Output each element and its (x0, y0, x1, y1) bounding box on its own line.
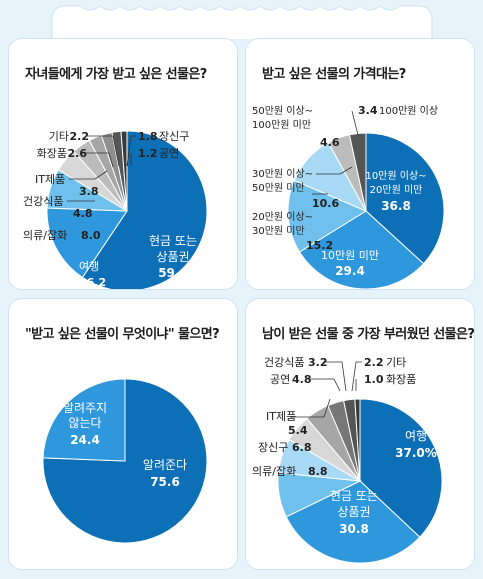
slice-label: 장신구 (258, 441, 288, 454)
pie-slice (287, 179, 368, 253)
slice-value: 4.6 (320, 136, 340, 149)
slice-label: 않는다 (68, 416, 101, 430)
slice-label: 화장품 (386, 373, 416, 386)
slice-label: 기타 (49, 130, 69, 143)
slice-label: 장신구 (159, 130, 189, 143)
slice-label: 알려준다 (143, 458, 187, 472)
leader-line (333, 378, 341, 392)
chart-title: 받고 싶은 선물의 가격대는? (262, 67, 406, 82)
pie-slice (46, 207, 128, 279)
slice-label: 20만원 이상~ (252, 211, 313, 223)
slice-label: 여행 (405, 428, 427, 443)
slice-label: 현금 또는 (149, 234, 197, 248)
slice-value: 5.4 (288, 424, 308, 437)
slice-value: 4.8 (73, 207, 93, 220)
slice-label: 화장품 (37, 147, 67, 160)
slice-value: 30.8 (339, 522, 369, 536)
slice-label: 공연 (270, 373, 290, 386)
slice-value: 2.2 (70, 130, 90, 143)
leader-line (108, 152, 114, 168)
slice-value: 8.0 (81, 229, 101, 242)
slice-value: 2.6 (68, 147, 88, 160)
chart-title: 자녀들에게 가장 받고 싶은 선물은? (25, 67, 207, 82)
pie-slice (285, 480, 421, 564)
slice-label: 30만원 미만 (252, 225, 305, 237)
leader-line (323, 398, 331, 418)
slice-label: 10만원 이상~ (365, 170, 426, 182)
pie-chart-envied-gift: 건강식품 3.2 공연 4.8 2.2 기타 1.0 화장품 IT제품 5.4 … (252, 356, 443, 564)
slice-value: 59.4 (158, 266, 188, 280)
slice-value: 15.2 (306, 239, 333, 252)
slice-value: 16.2 (79, 276, 106, 289)
panel-wanted-gift: 자녀들에게 가장 받고 싶은 선물은? 기타 2.2 화장품 2.6 1.8 장… (8, 38, 238, 290)
leader-line (351, 110, 359, 136)
pie-slice (81, 130, 208, 289)
slice-label: 상품권 (156, 250, 189, 264)
pie-chart-tell-or-not: 알려주지 않는다 24.4 알려준다 75.6 (42, 378, 208, 544)
pie-chart-wanted-gift: 기타 2.2 화장품 2.6 1.8 장신구 1.2 공연 IT제품 3.8 건… (23, 130, 208, 289)
pie-slice (365, 132, 445, 265)
slice-label: 현금 또는 (330, 489, 378, 503)
slice-label: 건강식품 (23, 195, 63, 208)
slice-label: IT제품 (266, 410, 296, 423)
slice-value: 1.2 (138, 147, 158, 160)
slice-label: 의류/잡화 (252, 465, 296, 478)
slice-value: 8.8 (308, 465, 328, 478)
slice-label: 50만원 이상~ (252, 105, 313, 117)
leader-line (112, 135, 120, 167)
slice-value: 29.4 (335, 264, 365, 278)
slice-label: 상품권 (337, 505, 370, 519)
slice-value: 1.0 (364, 373, 384, 386)
slice-label: 공연 (159, 147, 179, 160)
slice-label: 50만원 미만 (252, 182, 305, 194)
slice-label: 여행 (79, 260, 99, 273)
pie-slice (298, 210, 425, 289)
slice-value: 37.0% (395, 446, 437, 460)
leader-line (339, 166, 353, 175)
slice-value: 24.4 (70, 433, 100, 447)
slice-value: 75.6 (150, 475, 180, 489)
slice-value: 4.8 (292, 373, 312, 386)
pie-chart-price-range: 50만원 이상~ 100만원 미만 4.6 3.4 100만원 이상 30만원 … (252, 104, 445, 289)
leader-line (126, 135, 132, 167)
pie-slice (359, 398, 443, 538)
slice-label: 20만원 미만 (370, 184, 423, 196)
pie-slice (42, 378, 126, 462)
slice-label: 100만원 미만 (252, 119, 311, 131)
chart-title: 남이 받은 선물 중 가장 부러웠던 선물은? (262, 327, 475, 342)
slice-label: 알려주지 (63, 401, 107, 415)
slice-label: 건강식품 (264, 356, 304, 369)
slice-value: 3.4 (358, 104, 378, 117)
chart-title: "받고 싶은 선물이 무엇이냐" 물으면? (25, 327, 220, 342)
leader-line (341, 361, 347, 392)
slice-value: 3.2 (308, 356, 328, 369)
slice-value: 10.6 (312, 197, 339, 210)
slice-label: 100만원 이상 (379, 105, 438, 117)
leader-line (351, 361, 357, 392)
pie-slice (120, 130, 128, 212)
header-cloud-decoration (51, 5, 433, 40)
slice-label: 의류/잡화 (23, 229, 67, 242)
slice-label: 10만원 미만 (321, 249, 379, 262)
leader-line (94, 170, 108, 180)
slice-label: IT제품 (35, 173, 65, 186)
slice-value: 2.2 (364, 356, 384, 369)
slice-label: 기타 (386, 356, 406, 369)
slice-value: 36.8 (381, 199, 411, 213)
panel-price-range: 받고 싶은 선물의 가격대는? 50만원 이상~ 100만원 미만 4.6 3.… (245, 38, 475, 290)
pie-slice (354, 398, 361, 482)
slice-value: 3.8 (79, 185, 99, 198)
panel-envied-gift: 남이 받은 선물 중 가장 부러웠던 선물은? 건강식품 3.2 공연 4.8 … (245, 298, 475, 570)
slice-value: 1.8 (138, 130, 158, 143)
slice-label: 30만원 이상~ (252, 168, 313, 180)
slice-value: 6.8 (292, 441, 312, 454)
panel-tell-or-not: "받고 싶은 선물이 무엇이냐" 물으면? 알려주지 않는다 24.4 알려준다… (8, 298, 238, 570)
